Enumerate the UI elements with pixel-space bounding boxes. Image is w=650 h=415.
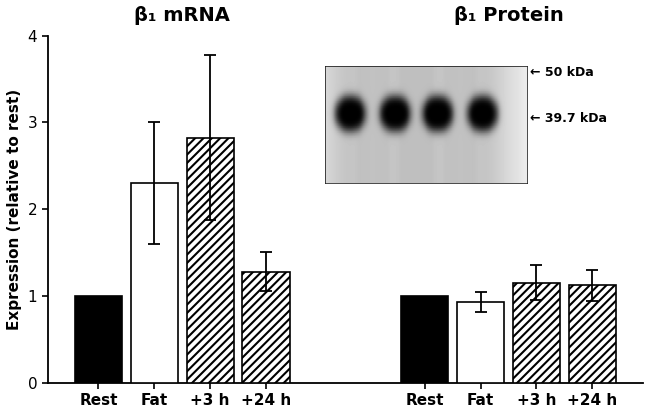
Text: ← 39.7 kDa: ← 39.7 kDa — [530, 112, 606, 125]
Bar — [75, 296, 122, 383]
Text: ← 50 kDa: ← 50 kDa — [530, 66, 593, 79]
Bar — [401, 296, 448, 383]
Bar — [513, 283, 560, 383]
Bar — [242, 271, 290, 383]
Text: β₁ Protein: β₁ Protein — [454, 6, 564, 25]
Bar — [187, 138, 234, 383]
Y-axis label: Expression (relative to rest): Expression (relative to rest) — [7, 88, 22, 330]
Text: β₁ mRNA: β₁ mRNA — [135, 6, 230, 25]
Bar — [131, 183, 178, 383]
Bar — [457, 302, 504, 383]
Bar — [569, 286, 616, 383]
